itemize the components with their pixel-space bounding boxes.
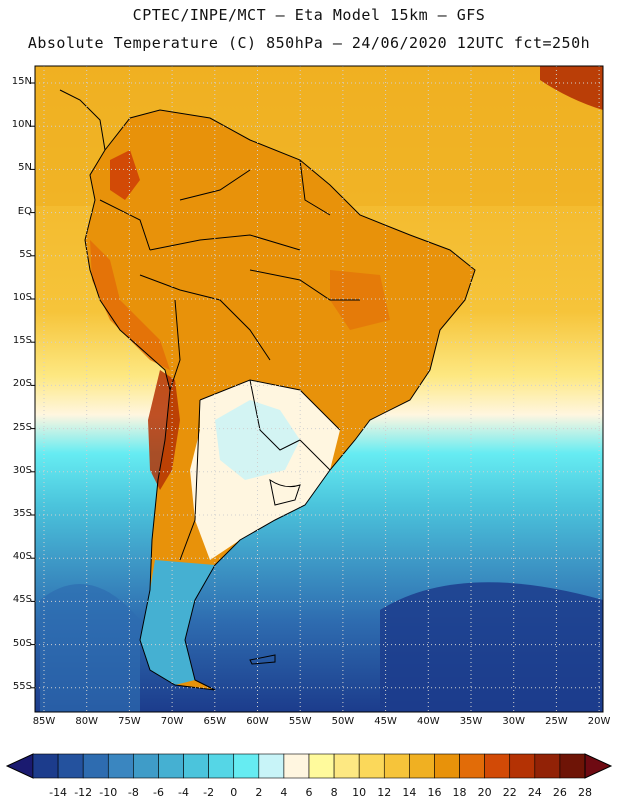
lon-label: 85W xyxy=(32,716,56,727)
map-field xyxy=(35,66,603,712)
colorbar-swatch xyxy=(82,753,109,779)
map-frame xyxy=(34,65,604,713)
lon-label: 55W xyxy=(288,716,312,727)
lat-label: 40S xyxy=(12,551,32,563)
lat-label: 15S xyxy=(12,335,32,347)
colorbar-tick-label: -2 xyxy=(203,786,215,799)
lat-label: 5S xyxy=(19,248,32,260)
lon-label: 20W xyxy=(587,716,611,727)
lat-label: 10S xyxy=(12,292,32,303)
colorbar-arrow-right xyxy=(584,753,613,779)
colorbar-swatch xyxy=(434,753,460,779)
colorbar-tick-label: -12 xyxy=(74,786,93,799)
warm-ocean-patch xyxy=(540,66,603,110)
colorbar-tick-label: -4 xyxy=(178,786,190,799)
cold-pocket xyxy=(215,400,300,480)
lon-label: 80W xyxy=(75,716,98,727)
lat-label: 15N xyxy=(11,76,32,87)
colorbar-tick-label: -6 xyxy=(152,786,164,799)
colorbar-swatch xyxy=(409,753,435,779)
colorbar-swatch xyxy=(283,753,310,779)
colorbar-swatch xyxy=(484,753,511,779)
lat-label: 20S xyxy=(12,378,32,390)
grid xyxy=(31,66,603,712)
colorbar-tick-label: -10 xyxy=(99,786,118,799)
colorbar-swatch xyxy=(559,753,586,779)
colorbar-swatch xyxy=(383,753,410,779)
colorbar-swatch xyxy=(158,753,184,779)
colorbar-swatch xyxy=(509,753,536,779)
lat-label: 50S xyxy=(12,637,32,649)
colorbar-tick-label: -14 xyxy=(49,786,68,799)
lon-label: 30W xyxy=(502,716,525,727)
cold-ocean-patch-west xyxy=(40,584,140,712)
borders xyxy=(59,89,476,691)
lon-label: 60W xyxy=(246,716,269,727)
colorbar-swatch xyxy=(333,753,360,779)
colorbar-swatch xyxy=(258,753,285,779)
colorbar-tick-label: 4 xyxy=(280,786,288,799)
colorbar-swatch xyxy=(107,753,134,779)
lon-label: 40W xyxy=(416,716,440,727)
colorbar-swatch xyxy=(233,753,260,779)
colorbar-tick-label: 8 xyxy=(330,786,338,799)
colorbar-tick-label: 20 xyxy=(477,786,492,799)
colorbar-swatch xyxy=(183,753,209,779)
lat-label: EQ xyxy=(17,205,32,217)
patagonia xyxy=(140,560,215,685)
colorbar-tick-label: 16 xyxy=(427,786,442,799)
colorbar-tick-label: 22 xyxy=(502,786,517,799)
lat-label: 55S xyxy=(12,680,32,692)
colorbar-swatch xyxy=(32,753,59,779)
colorbar-swatch xyxy=(358,753,385,779)
colorbar-tick-label: 14 xyxy=(402,786,417,799)
colorbar-swatch xyxy=(308,753,335,779)
colorbar-swatch xyxy=(133,753,159,779)
lat-label: 25S xyxy=(12,421,32,433)
lon-label: 65W xyxy=(203,716,227,727)
colorbar-tick-label: 26 xyxy=(552,786,567,799)
lat-label: 5N xyxy=(18,162,32,174)
lat-label: 35S xyxy=(12,508,32,519)
lon-label: 70W xyxy=(160,716,184,727)
colorbar-tick-label: 18 xyxy=(452,786,467,799)
colorbar-tick-label: 0 xyxy=(230,786,238,799)
colorbar-swatch xyxy=(208,753,235,779)
lat-label: 10N xyxy=(11,119,32,131)
colorbar-tick-label: 6 xyxy=(305,786,313,799)
colorbar-tick-label: -8 xyxy=(127,786,139,799)
lon-label: 25W xyxy=(545,716,568,727)
colorbar-tick-label: 12 xyxy=(377,786,392,799)
colorbar-tick-label: 2 xyxy=(255,786,263,799)
colorbar-swatch xyxy=(57,753,84,779)
colorbar-tick-label: 24 xyxy=(527,786,542,799)
lon-label: 50W xyxy=(331,716,355,727)
colorbar-swatch xyxy=(534,753,561,779)
colorbar-arrow-left xyxy=(5,753,34,779)
lon-label: 75W xyxy=(118,716,141,727)
andes-ridge xyxy=(148,370,180,490)
colorbar-tick-label: 28 xyxy=(578,786,592,799)
colorbar xyxy=(5,753,613,779)
peru-coast xyxy=(90,240,170,370)
colorbar-swatch xyxy=(459,753,485,779)
lat-label: 30S xyxy=(12,464,32,476)
map-title: CPTEC/INPE/MCT – Eta Model 15km – GFS xyxy=(132,6,486,24)
lon-label: 45W xyxy=(374,716,397,727)
map-subtitle: Absolute Temperature (C) 850hPa – 24/06/… xyxy=(27,34,591,52)
lat-label: 45S xyxy=(12,594,32,606)
venezuela-warm xyxy=(110,150,140,200)
lon-label: 35W xyxy=(459,716,483,727)
colorbar-tick-label: 10 xyxy=(352,786,367,799)
cold-ocean-patch xyxy=(380,582,603,712)
